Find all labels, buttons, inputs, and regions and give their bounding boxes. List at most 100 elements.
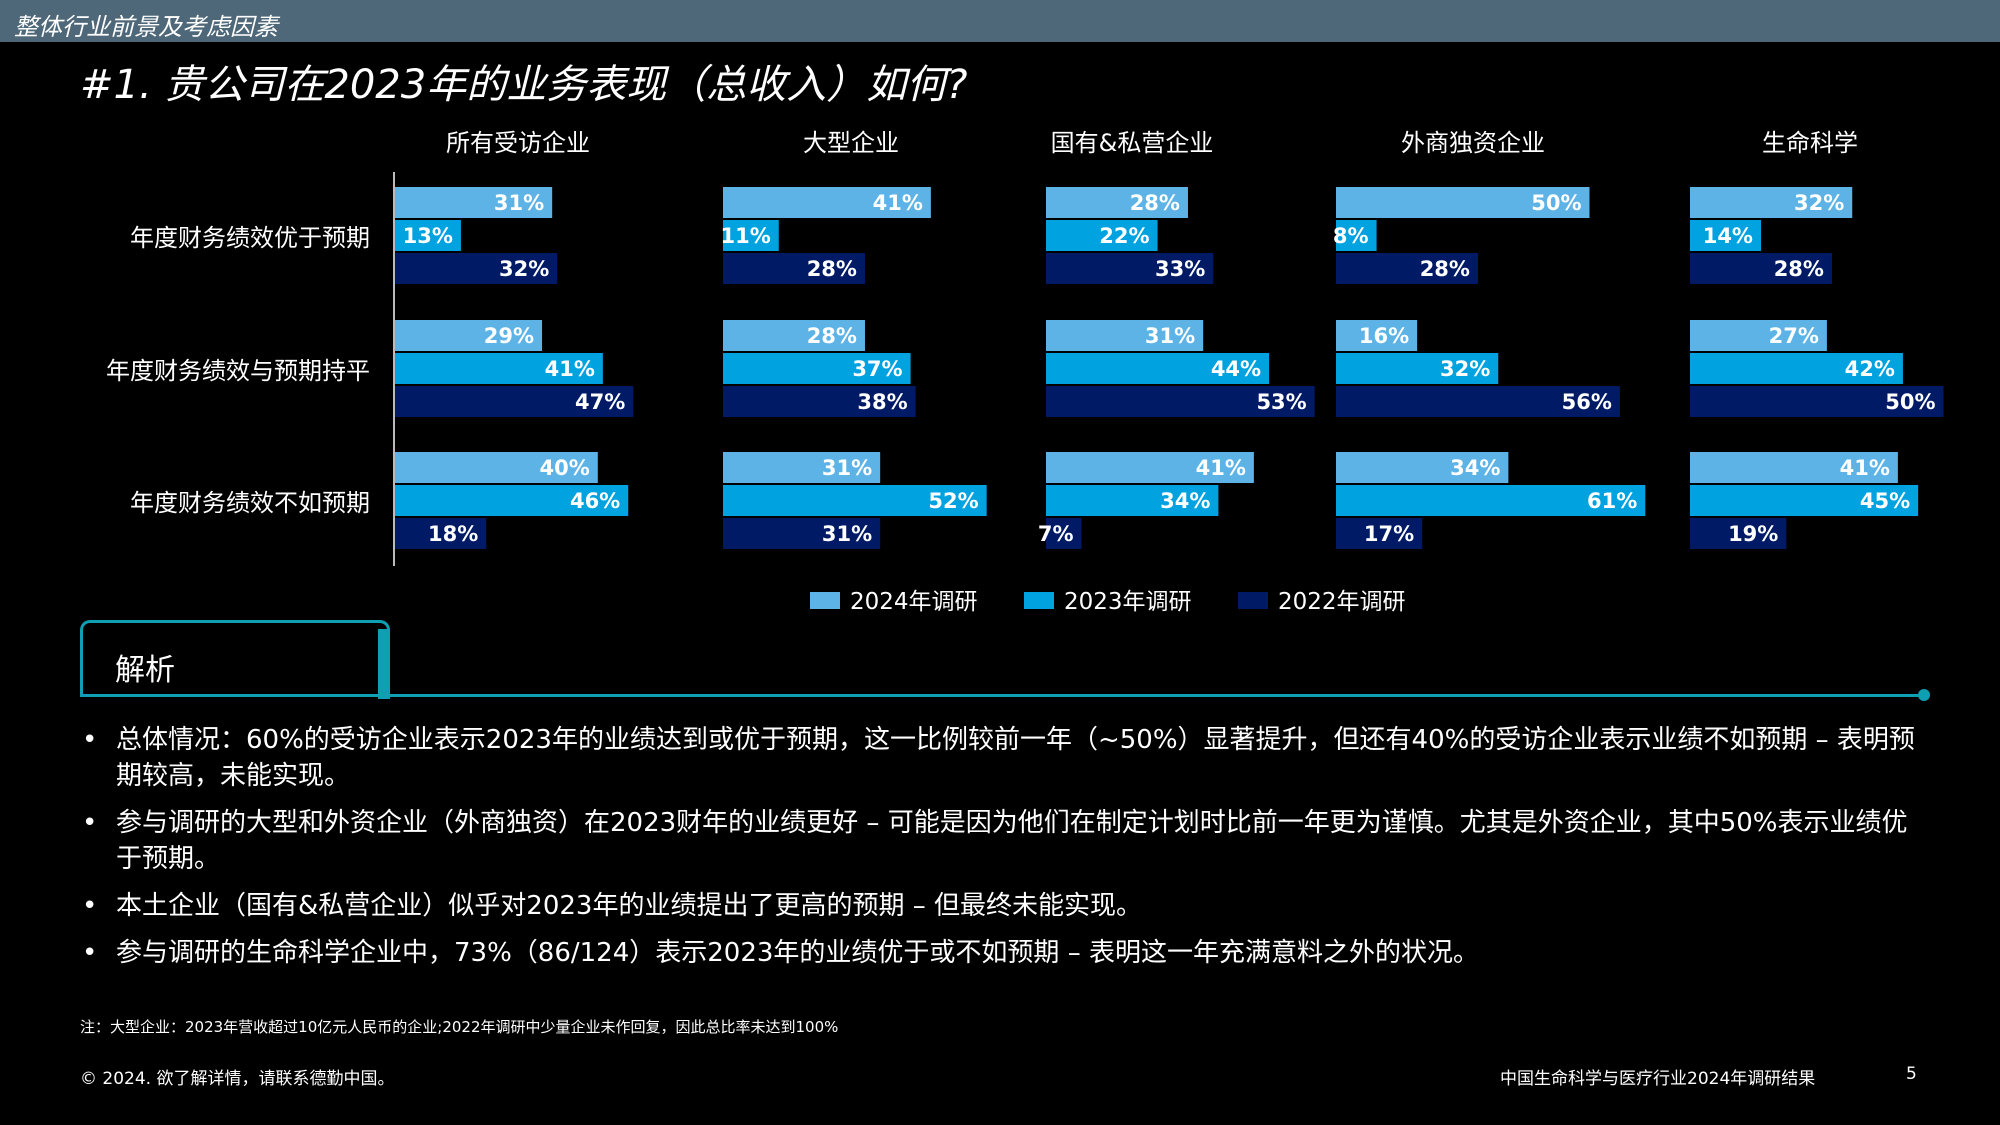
legend-swatch xyxy=(1238,592,1268,609)
bar xyxy=(395,320,543,351)
bar xyxy=(1690,518,1787,549)
data-label: 41% xyxy=(1840,456,1890,480)
divider-dot xyxy=(1918,689,1930,701)
analysis-tab: 解析 xyxy=(80,620,390,699)
data-label: 11% xyxy=(721,224,771,248)
bar xyxy=(395,485,629,516)
analysis-title: 解析 xyxy=(115,653,175,688)
data-label: 16% xyxy=(1359,324,1409,348)
legend-swatch xyxy=(810,592,840,609)
bar xyxy=(1336,518,1423,549)
data-label: 37% xyxy=(852,357,902,381)
data-label: 18% xyxy=(428,522,478,546)
bar xyxy=(1046,452,1254,483)
bar xyxy=(1046,386,1315,417)
legend-label: 2023年调研 xyxy=(1064,589,1192,615)
data-label: 22% xyxy=(1099,224,1149,248)
bar xyxy=(1690,353,1903,384)
legend-label: 2022年调研 xyxy=(1278,589,1406,615)
report-title: 中国生命科学与医疗行业2024年调研结果 xyxy=(1500,1069,1816,1089)
data-label: 19% xyxy=(1728,522,1778,546)
bar xyxy=(1690,220,1761,251)
data-label: 61% xyxy=(1587,489,1637,513)
data-label: 28% xyxy=(807,257,857,281)
category-label: 年度财务绩效与预期持平 xyxy=(106,357,370,385)
page-number: 5 xyxy=(1906,1064,1917,1084)
bar xyxy=(1046,253,1214,284)
bar xyxy=(1046,518,1082,549)
data-label: 29% xyxy=(484,324,534,348)
data-label: 14% xyxy=(1703,224,1753,248)
data-label: 47% xyxy=(575,390,625,414)
category-label: 年度财务绩效不如预期 xyxy=(130,489,370,517)
bar xyxy=(1690,253,1832,284)
data-label: 42% xyxy=(1845,357,1895,381)
data-label: 34% xyxy=(1160,489,1210,513)
data-label: 31% xyxy=(822,522,872,546)
bar xyxy=(1336,253,1478,284)
bar xyxy=(1046,187,1188,218)
bar xyxy=(395,353,603,384)
data-label: 17% xyxy=(1364,522,1414,546)
data-label: 31% xyxy=(822,456,872,480)
bar xyxy=(1046,485,1219,516)
bar xyxy=(395,253,558,284)
data-label: 32% xyxy=(499,257,549,281)
bar xyxy=(1336,452,1509,483)
data-label: 41% xyxy=(545,357,595,381)
bar xyxy=(1046,220,1158,251)
bar xyxy=(395,187,553,218)
panel-header: 生命科学 xyxy=(1762,129,1858,157)
bar xyxy=(723,353,911,384)
legend-swatch xyxy=(1024,592,1054,609)
data-label: 45% xyxy=(1860,489,1910,513)
footnote: 注：大型企业：2023年营收超过10亿元人民币的企业;2022年调研中少量企业未… xyxy=(80,1018,839,1036)
analysis-bullets: 总体情况：60%的受访企业表示2023年的业绩达到或优于预期，这一比例较前一年（… xyxy=(80,722,1930,982)
bar xyxy=(1336,353,1499,384)
data-label: 34% xyxy=(1450,456,1500,480)
bar xyxy=(1336,485,1646,516)
section-header-bar: 整体行业前景及考虑因素 xyxy=(0,0,2000,42)
bar xyxy=(723,386,916,417)
bar xyxy=(1690,452,1898,483)
data-label: 13% xyxy=(403,224,453,248)
bar xyxy=(723,452,881,483)
bar xyxy=(723,253,865,284)
panel-header: 所有受访企业 xyxy=(446,129,590,157)
bar xyxy=(1690,485,1919,516)
data-label: 50% xyxy=(1531,191,1581,215)
bar xyxy=(723,320,865,351)
section-title: 整体行业前景及考虑因素 xyxy=(14,13,278,41)
bar xyxy=(395,386,634,417)
panel-header: 外商独资企业 xyxy=(1401,129,1545,157)
bar xyxy=(723,518,881,549)
bar xyxy=(1336,386,1620,417)
data-label: 46% xyxy=(570,489,620,513)
bar xyxy=(1690,320,1827,351)
bar xyxy=(1046,320,1204,351)
data-label: 52% xyxy=(928,489,978,513)
bullet-item: 总体情况：60%的受访企业表示2023年的业绩达到或优于预期，这一比例较前一年（… xyxy=(80,722,1930,794)
data-label: 38% xyxy=(857,390,907,414)
data-label: 33% xyxy=(1155,257,1205,281)
data-label: 53% xyxy=(1256,390,1306,414)
bar xyxy=(723,220,779,251)
bar xyxy=(395,518,487,549)
bar xyxy=(1690,386,1944,417)
data-label: 27% xyxy=(1769,324,1819,348)
data-label: 28% xyxy=(1420,257,1470,281)
panel-header: 国有&私营企业 xyxy=(1051,129,1214,157)
data-label: 41% xyxy=(1196,456,1246,480)
data-label: 56% xyxy=(1562,390,1612,414)
bar xyxy=(1690,187,1853,218)
bar xyxy=(1336,220,1377,251)
category-label: 年度财务绩效优于预期 xyxy=(130,224,370,252)
divider-line xyxy=(80,694,1924,697)
copyright: © 2024. 欲了解详情，请联系德勤中国。 xyxy=(80,1069,395,1089)
data-label: 31% xyxy=(494,191,544,215)
bar xyxy=(1046,353,1270,384)
data-label: 32% xyxy=(1794,191,1844,215)
data-label: 8% xyxy=(1333,224,1369,248)
data-label: 40% xyxy=(540,456,590,480)
legend-label: 2024年调研 xyxy=(850,589,978,615)
